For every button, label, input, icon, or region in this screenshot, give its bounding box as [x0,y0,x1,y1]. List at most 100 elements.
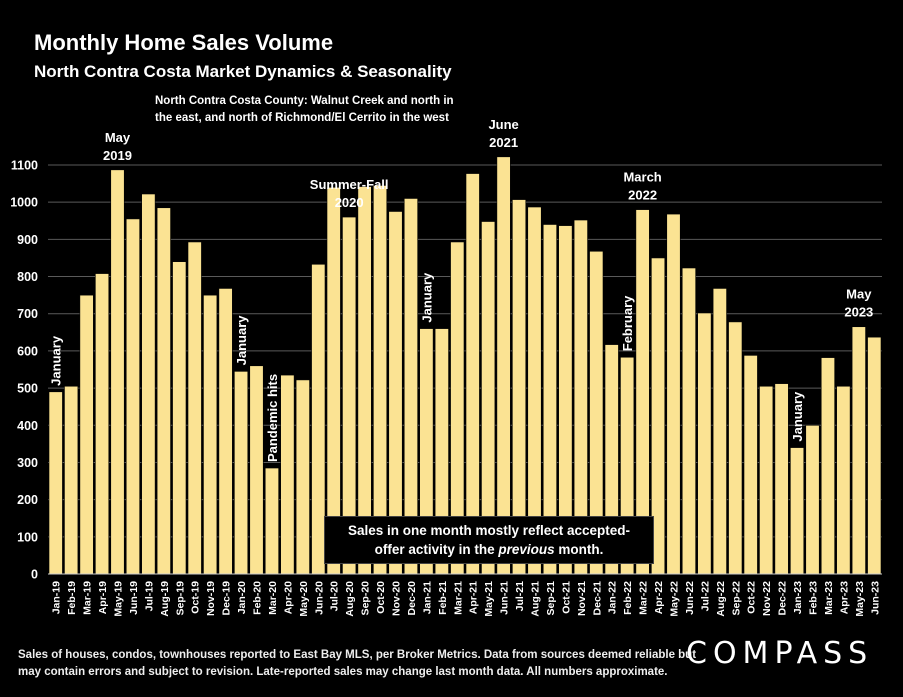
y-tick-label: 600 [17,344,38,358]
x-tick-label: Feb-19 [66,581,78,615]
bar [836,385,851,575]
bar [203,294,218,575]
annotation-label: 2021 [489,135,518,150]
x-tick-label: Mar-20 [267,581,279,615]
bar [125,218,140,575]
x-tick-label: Jan-20 [236,581,248,614]
bar [728,321,743,575]
bar [851,326,866,575]
x-tick-label: Feb-20 [252,581,264,615]
bar-chart: 0 100 200 300 400 500 600 700 800 900 1000 1100 Jan-… [10,117,882,617]
x-tick-label: Feb-22 [622,581,634,615]
bar [311,263,326,575]
x-tick-label: Dec-21 [591,581,603,616]
bar [681,267,696,575]
y-tick-label: 400 [17,419,38,433]
y-tick-label: 1000 [10,196,38,210]
bar [95,273,110,575]
x-tick-label: Nov-19 [205,581,217,616]
x-tick-label: Jun-19 [128,581,140,615]
x-tick-label: May-19 [113,581,125,617]
x-tick-label: Jul-20 [329,581,341,612]
x-tick-label: Apr-22 [653,581,665,614]
bar [774,383,789,575]
annotation-label: 2019 [103,148,132,163]
x-tick-label: Apr-21 [468,581,480,614]
bar [172,261,187,575]
annotation-label: May [846,287,872,302]
x-tick-label: Jan-22 [607,581,619,614]
x-tick-label: Jan-23 [792,581,804,614]
chart-title: Monthly Home Sales Volume [34,30,334,55]
bar [249,365,264,575]
bar [805,424,820,575]
bar [712,288,727,575]
y-tick-label: 100 [17,530,38,544]
annotation-label: Pandemic hits [265,374,280,462]
x-tick-label: May-23 [854,581,866,617]
x-tick-label: Jan-19 [51,581,63,614]
annotation-label: January [419,272,434,323]
bar [264,467,279,575]
chart-subtitle: North Contra Costa Market Dynamics & Sea… [34,62,452,81]
y-tick-label: 300 [17,456,38,470]
x-tick-label: Mar-19 [82,581,94,615]
annotation-label: February [620,295,635,351]
x-tick-label: Feb-23 [808,581,820,615]
annotation-label: March [623,170,661,185]
x-tick-label: Dec-20 [406,581,418,616]
annotation-label: January [790,391,805,442]
note-emphasis: previous [498,542,555,557]
note-line: Sales in one month mostly reflect accept… [347,523,631,538]
bar [790,447,805,575]
x-tick-label: Jun-23 [869,581,881,615]
x-tick-label: Mar-23 [823,581,835,615]
x-tick-label: Dec-22 [777,581,789,616]
x-tick-label: Sep-20 [360,581,372,616]
bar [64,385,79,575]
x-tick-label: Apr-19 [97,581,109,614]
bar [666,213,681,575]
y-tick-label: 1100 [11,159,38,173]
bar [759,385,774,575]
x-tick-label: Jul-19 [143,581,155,612]
x-tick-label: Oct-21 [560,581,572,614]
footnote-line: Sales of houses, condos, townhouses repo… [18,649,697,661]
y-tick-label: 200 [17,493,38,507]
annotation-label: Summer-Fall [310,177,389,192]
bar [496,156,511,575]
annotation-label: 2022 [628,188,657,203]
bar [79,294,94,575]
bar [867,336,882,575]
brand-logo: COMPASS [686,636,874,671]
y-tick-label: 500 [17,382,38,396]
x-tick-label: Jan-21 [421,581,433,614]
y-tick-label: 900 [17,233,38,247]
x-tick-label: Jul-22 [699,581,711,612]
y-tick-label: 700 [17,307,38,321]
x-tick-label: Oct-20 [375,581,387,614]
x-tick-label: Aug-21 [530,581,542,617]
scope-note-line: North Contra Costa County: Walnut Creek … [155,95,454,107]
annotation-label: January [49,335,64,386]
scope-note: North Contra Costa County: Walnut Creek … [155,93,454,127]
scope-note-line: the east, and north of Richmond/El Cerri… [155,112,449,124]
bar [280,374,295,575]
x-tick-label: Aug-20 [344,581,356,617]
x-tick-label: May-22 [669,581,681,617]
x-tick-label: Nov-22 [761,581,773,616]
bar [743,355,758,575]
x-tick-label: Sep-19 [174,581,186,616]
bar [697,312,712,575]
x-tick-label: Nov-21 [576,581,588,616]
x-tick-label: Feb-21 [437,581,449,615]
explanatory-note: Sales in one month mostly reflect accept… [324,516,654,564]
x-tick-label: Jun-21 [499,581,511,615]
source-footnote: Sales of houses, condos, townhouses repo… [18,647,696,681]
x-tick-label: Jul-21 [514,581,526,612]
bar [234,371,249,575]
annotation-label: 2023 [844,305,873,320]
x-tick-label: Dec-19 [221,581,233,616]
x-tick-label: May-20 [298,581,310,617]
